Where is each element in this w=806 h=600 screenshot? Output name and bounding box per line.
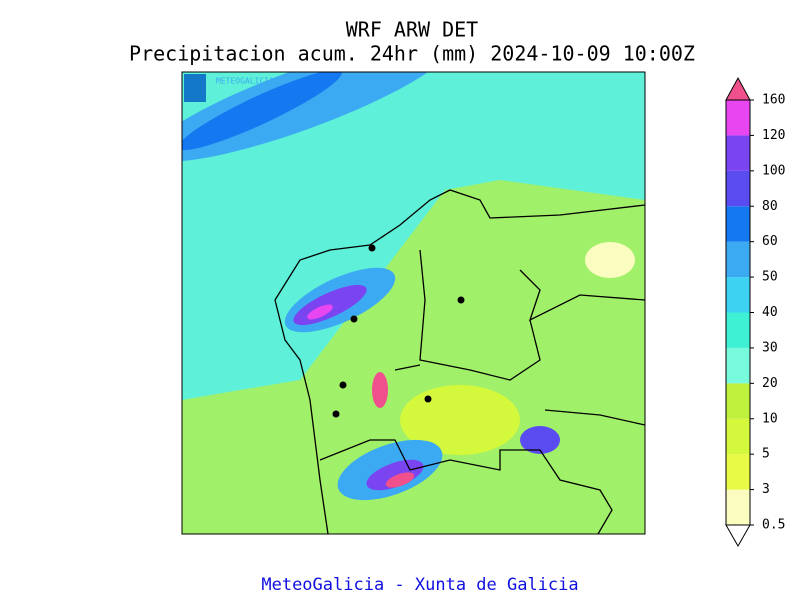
colorbar-bin: [726, 135, 750, 171]
map-frame: [181, 71, 646, 535]
rain-area: [520, 426, 560, 454]
colorbar-bin: [726, 383, 750, 419]
logo: [184, 74, 206, 102]
title-line: Precipitacion acum. 24hr (mm) 2024-10-09…: [129, 42, 695, 66]
cities: [332, 244, 465, 418]
colorbar-bin: [726, 170, 750, 207]
colorbar-bin: [726, 206, 750, 242]
rain-area: [307, 304, 333, 320]
colorbar-label: 50: [762, 270, 778, 285]
rain-area: [400, 385, 520, 455]
colorbar-label: 100: [762, 163, 785, 178]
rain-area: [585, 242, 635, 278]
colorbar-bin: [726, 100, 750, 136]
footer: MeteoGalicia - Xunta de Galicia: [261, 575, 578, 595]
colorbar-bin: [726, 241, 750, 278]
colorbar-bin: [726, 489, 750, 525]
colorbar-over: [725, 76, 751, 101]
boundary: [274, 189, 645, 534]
colorbar-bin: [726, 418, 750, 455]
colorbar-label: 60: [762, 234, 778, 249]
colorbar-label: 120: [762, 128, 785, 143]
colorbar-bin: [726, 347, 750, 384]
colorbar-label: 160: [762, 93, 785, 108]
colorbar-label: 30: [762, 340, 778, 355]
logo-text: METEOGALICIA: [216, 77, 274, 86]
colorbar-label: 10: [762, 411, 778, 426]
colorbar-label: 20: [762, 376, 778, 391]
colorbar-label: 5: [762, 447, 770, 462]
map: METEOGALICIA: [181, 71, 646, 535]
colorbar-bin: [726, 454, 750, 490]
rain-area: [372, 372, 388, 408]
colorbar-bin: [726, 312, 750, 348]
colorbar-label: 0.5: [762, 518, 785, 533]
colorbar-bin: [726, 277, 750, 313]
colorbar-label: 80: [762, 199, 778, 214]
title-line: WRF ARW DET: [346, 18, 478, 42]
colorbar-label: 40: [762, 305, 778, 320]
colorbar-label: 3: [762, 482, 770, 497]
colorbar-under: [725, 524, 751, 548]
rain-area: [385, 472, 415, 488]
rain-area: [182, 72, 342, 151]
colorbar: 0.5 3 5 10 20 30 40 50 60 80 100 120 160: [725, 76, 785, 548]
